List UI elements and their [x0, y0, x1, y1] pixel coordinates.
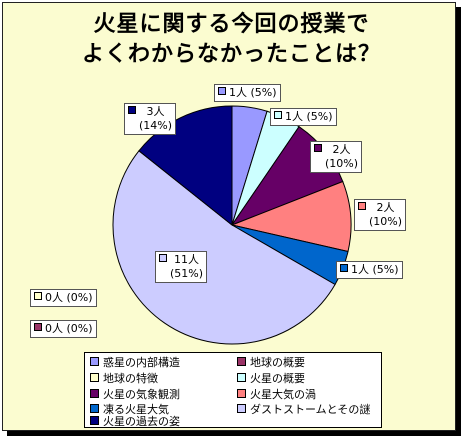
- data-label-earth-overview: 0人 (0%): [30, 289, 97, 307]
- data-label-text: 1人 (5%): [285, 110, 333, 123]
- legend-swatch: [90, 416, 99, 425]
- legend-label: 火星の過去の姿: [103, 415, 180, 428]
- legend-item: 惑星の内部構造: [90, 356, 180, 369]
- data-label-percent: (51%): [170, 267, 204, 280]
- legend-item: 火星の概要: [237, 372, 305, 385]
- legend-item: 凍る火星大気: [90, 403, 169, 416]
- data-label-inner-structure: 1人 (5%): [214, 84, 281, 102]
- chart-legend: 惑星の内部構造 地球の概要 地球の特徴 火星の概要 火星の気象観測 火星大気の渦…: [84, 352, 382, 428]
- data-label-text: 2人 (10%): [369, 201, 402, 229]
- legend-label: 火星の概要: [250, 372, 305, 385]
- legend-swatch: [90, 373, 99, 382]
- data-label-dust-storm: 11人 (51%): [155, 251, 208, 283]
- legend-swatch: [237, 357, 246, 366]
- label-swatch: [34, 323, 42, 331]
- data-label-earth-features: 1人 (5%): [270, 108, 337, 126]
- label-swatch: [340, 264, 348, 272]
- legend-label: 火星の気象観測: [103, 388, 180, 401]
- legend-label: 火星大気の渦: [250, 388, 316, 401]
- legend-label: 惑星の内部構造: [103, 356, 180, 369]
- label-swatch: [159, 254, 167, 262]
- data-label-count: 2人: [376, 201, 395, 214]
- data-label-weather-observation: 2人 (10%): [310, 141, 363, 173]
- data-label-percent: (14%): [139, 119, 173, 132]
- data-label-count: 3人: [146, 105, 165, 118]
- data-label-count: 2人: [332, 143, 351, 156]
- legend-swatch: [237, 404, 246, 413]
- data-label-atmosphere-vortex: 2人 (10%): [354, 199, 407, 231]
- chart-title-line-2: よくわからなかったことは？: [81, 42, 381, 67]
- legend-label: 凍る火星大気: [103, 403, 169, 416]
- data-label-text: 1人 (5%): [351, 263, 399, 276]
- label-swatch: [314, 144, 322, 152]
- legend-item: 火星大気の渦: [237, 388, 316, 401]
- data-label-mars-past: 3人 (14%): [124, 103, 177, 135]
- legend-swatch: [90, 404, 99, 413]
- legend-item: 火星の過去の姿: [90, 415, 180, 428]
- legend-label: 地球の概要: [250, 356, 305, 369]
- legend-swatch: [237, 389, 246, 398]
- legend-label: ダストストームとその謎: [250, 403, 371, 416]
- data-label-mars-overview: 0人 (0%): [30, 320, 97, 338]
- data-label-percent: (10%): [369, 215, 403, 228]
- data-label-text: 0人 (0%): [45, 291, 93, 304]
- data-label-text: 0人 (0%): [45, 322, 93, 335]
- data-label-text: 3人 (14%): [139, 105, 172, 133]
- legend-item: 地球の概要: [237, 356, 305, 369]
- chart-title-line-1: 火星に関する今回の授業で: [93, 12, 370, 37]
- label-swatch: [218, 87, 226, 95]
- legend-swatch: [237, 373, 246, 382]
- pie-slice-6: [138, 105, 233, 227]
- legend-label: 地球の特徴: [103, 372, 158, 385]
- legend-item: ダストストームとその謎: [237, 403, 370, 416]
- legend-swatch: [90, 389, 99, 398]
- label-swatch: [128, 106, 136, 114]
- data-label-text: 2人 (10%): [325, 143, 358, 171]
- data-label-frozen-atmosphere: 1人 (5%): [336, 261, 403, 279]
- pie-slice-5: [112, 150, 336, 345]
- label-swatch: [34, 292, 42, 300]
- data-label-text: 1人 (5%): [229, 86, 277, 99]
- label-swatch: [274, 111, 282, 119]
- legend-item: 火星の気象観測: [90, 388, 180, 401]
- data-label-count: 11人: [174, 253, 200, 266]
- data-label-percent: (10%): [325, 157, 359, 170]
- label-swatch: [358, 202, 366, 210]
- data-label-text: 11人 (51%): [170, 253, 203, 281]
- legend-swatch: [90, 357, 99, 366]
- legend-item: 地球の特徴: [90, 372, 158, 385]
